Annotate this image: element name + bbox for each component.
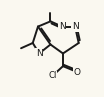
Text: Cl: Cl	[48, 71, 57, 80]
Text: N: N	[72, 22, 78, 31]
Text: N: N	[59, 22, 66, 31]
Text: N: N	[36, 49, 43, 58]
Text: O: O	[74, 68, 81, 77]
